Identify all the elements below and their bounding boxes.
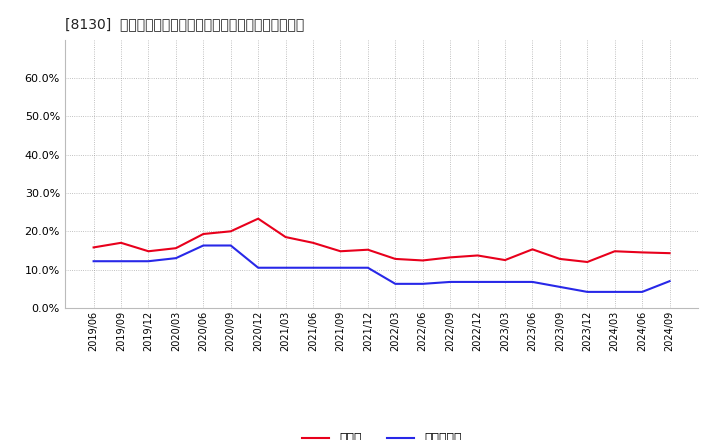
有利子負債 xyxy=(611,289,619,294)
現顔金 xyxy=(583,259,592,264)
現顔金 xyxy=(556,256,564,261)
現顔金 xyxy=(336,249,345,254)
現顔金 xyxy=(500,257,509,263)
現顔金 xyxy=(144,249,153,254)
有利子負債 xyxy=(391,281,400,286)
有利子負債 xyxy=(418,281,427,286)
現顔金 xyxy=(171,246,180,251)
有利子負債 xyxy=(583,289,592,294)
現顔金 xyxy=(309,240,318,246)
現顔金 xyxy=(391,256,400,261)
有利子負債 xyxy=(500,279,509,285)
現顔金 xyxy=(364,247,372,253)
現顔金 xyxy=(282,235,290,240)
現顔金 xyxy=(528,247,537,252)
有利子負債 xyxy=(254,265,263,270)
有利子負債 xyxy=(89,259,98,264)
有利子負債 xyxy=(665,279,674,284)
有利子負債 xyxy=(336,265,345,270)
有利子負債 xyxy=(638,289,647,294)
Text: [8130]  現顔金、有利子負債の総資産に対する比率の推移: [8130] 現顔金、有利子負債の総資産に対する比率の推移 xyxy=(65,18,304,32)
Line: 有利子負債: 有利子負債 xyxy=(94,246,670,292)
現顔金 xyxy=(199,231,207,237)
Legend: 現顔金, 有利子負債: 現顔金, 有利子負債 xyxy=(297,427,467,440)
現顔金 xyxy=(638,250,647,255)
現顔金 xyxy=(446,255,454,260)
現顔金 xyxy=(418,258,427,263)
有利子負債 xyxy=(446,279,454,285)
現顔金 xyxy=(89,245,98,250)
有利子負債 xyxy=(282,265,290,270)
有利子負債 xyxy=(309,265,318,270)
有利子負債 xyxy=(171,256,180,261)
Line: 現顔金: 現顔金 xyxy=(94,219,670,262)
現顔金 xyxy=(117,240,125,246)
有利子負債 xyxy=(144,259,153,264)
有利子負債 xyxy=(364,265,372,270)
有利子負債 xyxy=(226,243,235,248)
有利子負債 xyxy=(528,279,537,285)
現顔金 xyxy=(226,229,235,234)
現顔金 xyxy=(254,216,263,221)
有利子負債 xyxy=(199,243,207,248)
有利子負債 xyxy=(117,259,125,264)
現顔金 xyxy=(665,250,674,256)
有利子負債 xyxy=(556,284,564,290)
現顔金 xyxy=(473,253,482,258)
有利子負債 xyxy=(473,279,482,285)
現顔金 xyxy=(611,249,619,254)
